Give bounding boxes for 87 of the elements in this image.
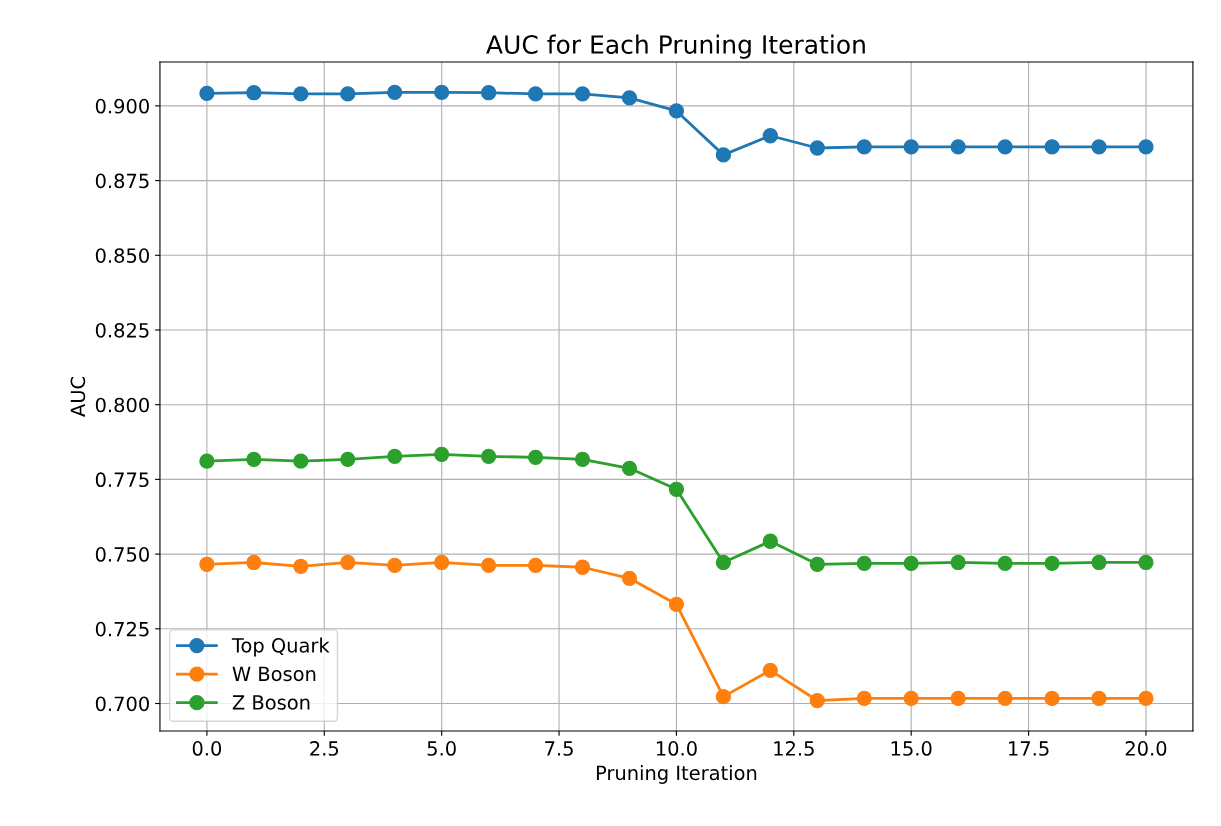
point (809, 556, 825, 572)
point (997, 690, 1013, 707)
point (527, 86, 544, 102)
x-tick-label: 5.0 (427, 741, 456, 756)
point (1091, 690, 1107, 707)
point (950, 139, 966, 155)
point (293, 453, 309, 469)
y-axis-title: AUC (70, 376, 86, 417)
y-tick-label: 0.775 (95, 472, 149, 488)
point (246, 554, 262, 571)
point (434, 446, 450, 462)
point (903, 139, 919, 155)
point (199, 85, 215, 101)
point (621, 90, 638, 106)
point (997, 555, 1013, 572)
x-axis-title: Pruning Iteration (596, 765, 757, 784)
point (950, 690, 966, 707)
point (668, 481, 685, 497)
point (950, 554, 966, 571)
legend-label: W Boson (232, 666, 316, 682)
point (621, 460, 638, 476)
point (434, 84, 450, 101)
point (1091, 554, 1107, 571)
point (1138, 690, 1154, 707)
point (574, 451, 591, 468)
point (434, 554, 450, 571)
point (387, 557, 403, 574)
point (340, 554, 356, 571)
point (574, 86, 591, 102)
point (997, 139, 1013, 155)
point (527, 449, 544, 465)
point (527, 557, 544, 574)
point (1044, 690, 1060, 707)
x-tick-label: 17.5 (1009, 741, 1049, 756)
point (480, 85, 497, 101)
y-tick-label: 0.700 (95, 696, 149, 712)
point (340, 86, 356, 102)
point (715, 147, 732, 163)
x-tick-label: 10.0 (656, 741, 697, 756)
point (199, 556, 215, 572)
y-tick-label: 0.850 (95, 248, 149, 263)
point (715, 689, 732, 705)
point (762, 533, 778, 549)
point (1044, 555, 1060, 572)
point (480, 557, 497, 574)
point (293, 558, 309, 574)
point (856, 555, 872, 572)
point (1138, 139, 1154, 155)
y-tick-label: 0.750 (95, 547, 149, 562)
point (668, 103, 685, 119)
point (856, 139, 872, 155)
point (387, 448, 403, 465)
point (621, 570, 638, 586)
point (856, 690, 872, 707)
point (903, 555, 919, 572)
x-tick-label: 15.0 (891, 741, 932, 756)
point (762, 662, 778, 678)
x-tick-label: 12.5 (774, 741, 814, 756)
point (1138, 554, 1154, 571)
point (762, 128, 778, 144)
point (715, 554, 732, 571)
point (809, 692, 825, 709)
point (480, 448, 497, 465)
point (199, 453, 215, 469)
point (809, 140, 825, 156)
x-tick-label: 2.5 (310, 741, 339, 756)
chart-title: AUC for Each Pruning Iteration (486, 34, 865, 59)
y-tick-label: 0.825 (95, 322, 149, 338)
point (903, 690, 919, 707)
x-tick-label: 7.5 (545, 741, 573, 756)
point (340, 451, 356, 468)
y-tick-label: 0.875 (95, 173, 149, 189)
point (668, 596, 685, 612)
point (387, 84, 403, 101)
point (1091, 139, 1107, 155)
legend-label: Top Quark (231, 637, 330, 657)
y-tick-label: 0.900 (95, 98, 149, 114)
point (246, 451, 262, 468)
y-tick-label: 0.800 (95, 397, 149, 413)
x-tick-label: 20.0 (1125, 741, 1167, 756)
point (1044, 139, 1060, 155)
point (246, 85, 262, 101)
legend-label: Z Boson (232, 695, 310, 710)
point (574, 559, 591, 575)
x-tick-label: 0.0 (192, 741, 222, 756)
point (293, 86, 309, 102)
y-tick-label: 0.725 (95, 621, 149, 637)
